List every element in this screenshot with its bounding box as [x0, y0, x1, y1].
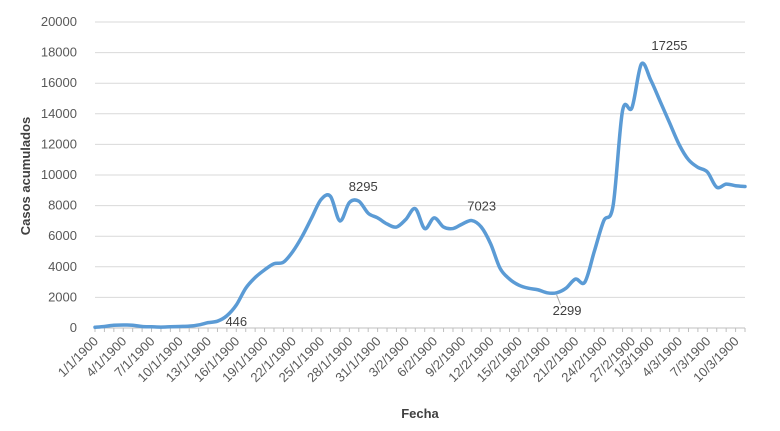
- gridlines: [95, 21, 745, 329]
- x-axis-ticks: 1/1/19004/1/19007/1/190010/1/190013/1/19…: [55, 328, 746, 385]
- data-label-leader: [556, 294, 562, 306]
- y-tick-label: 12000: [41, 136, 77, 151]
- y-tick-label: 2000: [48, 289, 77, 304]
- series-line: [93, 61, 747, 329]
- x-axis-title: Fecha: [401, 406, 439, 421]
- series-group: [93, 61, 747, 329]
- y-tick-label: 8000: [48, 198, 77, 213]
- data-label: 7023: [467, 199, 496, 214]
- y-tick-label: 4000: [48, 259, 77, 274]
- y-axis-ticks: 0 2000 4000 6000 8000 10000 12000 14000 16000 180…: [41, 14, 77, 335]
- data-label: 446: [225, 314, 247, 329]
- y-tick-label: 20000: [41, 14, 77, 29]
- y-tick-label: 0: [70, 320, 77, 335]
- data-labels: 446 8295 7023 2299 17255: [225, 38, 687, 329]
- y-tick-label: 6000: [48, 228, 77, 243]
- y-tick-label: 16000: [41, 75, 77, 90]
- data-label: 2299: [553, 303, 582, 318]
- y-tick-label: 18000: [41, 45, 77, 60]
- data-label: 8295: [349, 179, 378, 194]
- data-label: 17255: [651, 38, 687, 53]
- y-tick-label: 10000: [41, 167, 77, 182]
- y-tick-label: 14000: [41, 106, 77, 121]
- y-axis-title: Casos acumulados: [18, 117, 33, 236]
